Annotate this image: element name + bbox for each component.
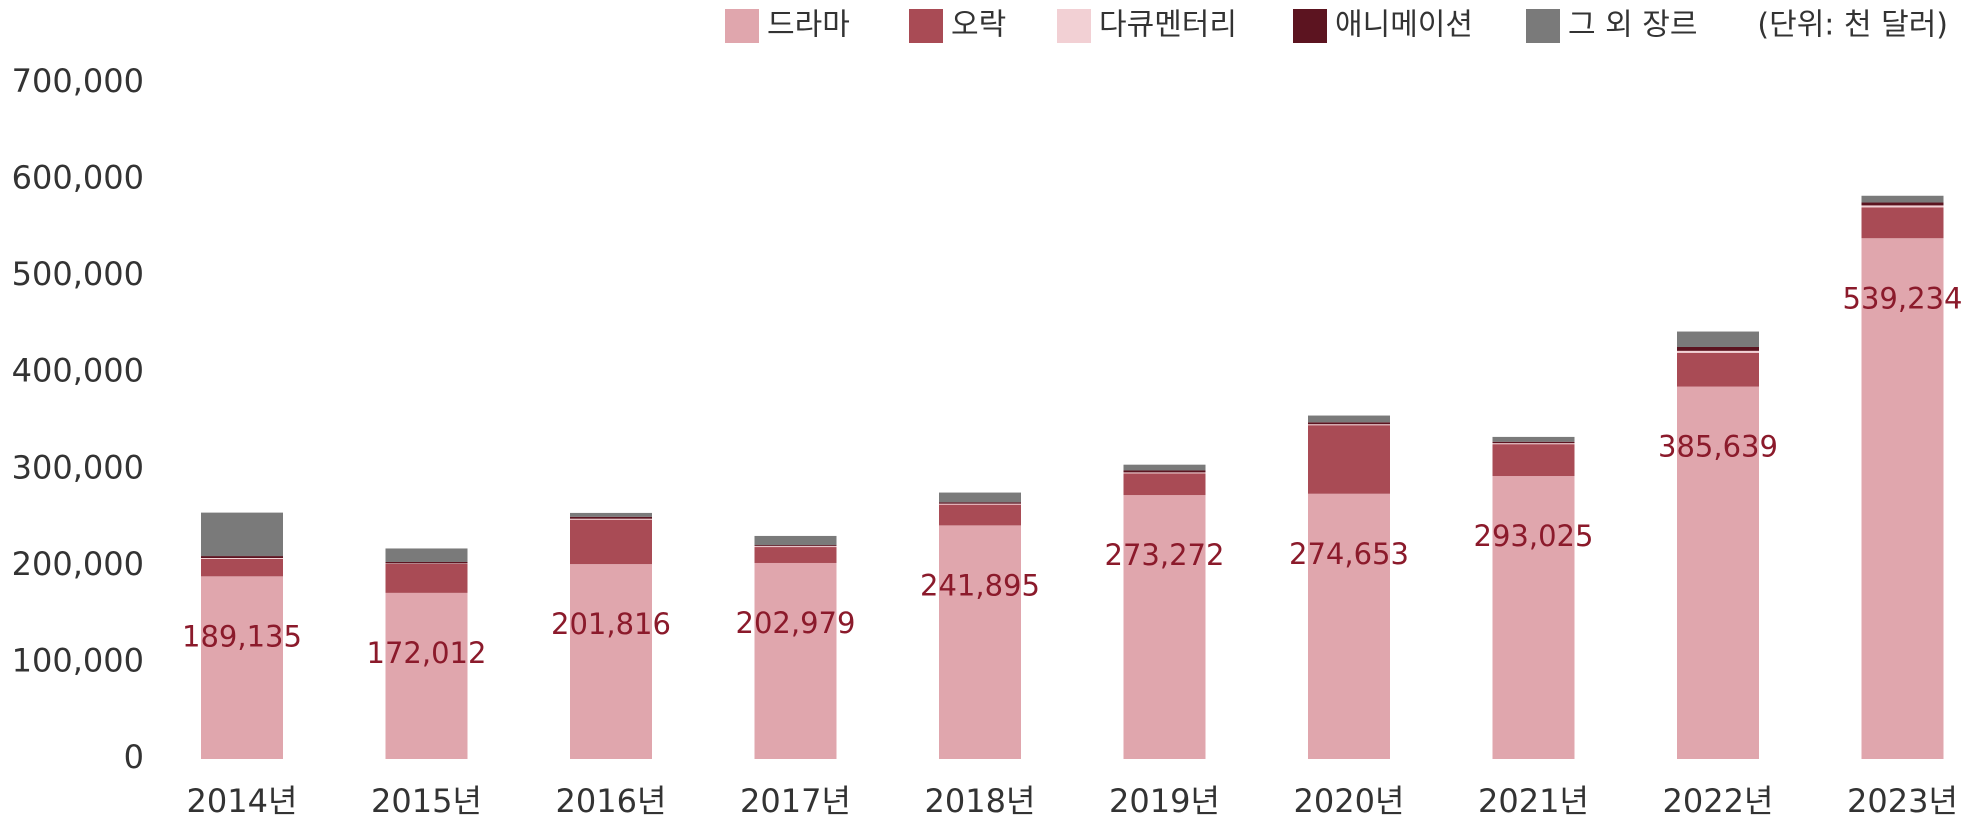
legend-label: 오락 xyxy=(951,8,1006,43)
bar-segment xyxy=(1492,436,1575,442)
x-tick-label: 2014년 xyxy=(187,782,298,820)
data-label: 385,639 xyxy=(1658,430,1778,464)
bar-segment xyxy=(1308,493,1390,759)
y-tick-label: 700,000 xyxy=(12,62,144,100)
bar-segment xyxy=(1308,422,1390,425)
bar-segment xyxy=(939,492,1021,503)
x-tick-label: 2021년 xyxy=(1478,782,1589,820)
bar-segment xyxy=(1861,202,1944,206)
bar-segment xyxy=(201,576,283,759)
bar-segment xyxy=(570,518,652,520)
bar-segment xyxy=(385,592,468,759)
bar-segment xyxy=(1308,424,1390,426)
bar-segment xyxy=(1677,350,1759,353)
bar-segment xyxy=(1308,415,1390,423)
bar-segment xyxy=(570,512,652,517)
bar-segment xyxy=(201,558,283,577)
bar-segment xyxy=(385,563,468,593)
legend-label: 다큐멘터리 xyxy=(1099,8,1237,43)
data-label: 189,135 xyxy=(182,619,302,653)
bar-segment xyxy=(1677,331,1759,347)
data-label: 293,025 xyxy=(1474,519,1594,553)
x-tick-label: 2016년 xyxy=(556,782,667,820)
bar-segment xyxy=(1861,238,1944,759)
bar-segment xyxy=(754,535,837,546)
bar-segment xyxy=(1861,205,1944,208)
bar-segment xyxy=(1861,195,1944,203)
bar-segment xyxy=(570,516,652,519)
bar-segment xyxy=(1123,473,1206,496)
x-tick-label: 2017년 xyxy=(740,782,851,820)
bar-segment xyxy=(201,556,283,559)
bar-segment xyxy=(1492,441,1575,444)
legend-label: 애니메이션 xyxy=(1335,8,1473,43)
bar-segment xyxy=(1123,464,1206,471)
y-tick-label: 400,000 xyxy=(12,352,144,390)
bar-segment xyxy=(201,512,283,557)
legend-swatch xyxy=(1526,9,1560,43)
bar-segment xyxy=(754,545,837,547)
bar-segment xyxy=(939,504,1021,526)
bar-segment xyxy=(201,558,283,559)
y-tick-label: 0 xyxy=(124,738,144,776)
bar-segment xyxy=(570,519,652,565)
x-tick-label: 2022년 xyxy=(1663,782,1774,820)
data-label: 202,979 xyxy=(736,606,856,640)
unit-note: (단위: 천 달러) xyxy=(1757,8,1948,43)
data-label: 274,653 xyxy=(1289,537,1409,571)
bar-segment xyxy=(1677,386,1759,759)
legend-label: 그 외 장르 xyxy=(1568,8,1697,43)
legend-label: 드라마 xyxy=(767,8,850,43)
y-tick-label: 300,000 xyxy=(12,448,144,486)
x-tick-label: 2020년 xyxy=(1294,782,1405,820)
legend-swatch xyxy=(909,9,943,43)
bar-segment xyxy=(754,562,837,759)
x-tick-label: 2018년 xyxy=(925,782,1036,820)
legend-swatch xyxy=(1057,9,1091,43)
bar-segment xyxy=(1677,346,1759,351)
bar-segment xyxy=(754,546,837,548)
x-tick-label: 2015년 xyxy=(371,782,482,820)
data-label: 172,012 xyxy=(367,636,487,670)
y-tick-label: 500,000 xyxy=(12,255,144,293)
x-tick-label: 2023년 xyxy=(1847,782,1958,820)
y-tick-label: 600,000 xyxy=(12,159,144,197)
data-label: 201,816 xyxy=(551,607,671,641)
x-tick-label: 2019년 xyxy=(1109,782,1220,820)
bar-segment xyxy=(385,548,468,562)
legend-swatch xyxy=(1293,9,1327,43)
bar-segment xyxy=(1123,470,1206,473)
bar-segment xyxy=(939,503,1021,505)
bar-segment xyxy=(1677,352,1759,387)
bar-segment xyxy=(939,525,1021,759)
bar-segment xyxy=(1123,472,1206,474)
data-label: 273,272 xyxy=(1105,538,1225,572)
bar-segment xyxy=(1492,443,1575,445)
bar-segment xyxy=(1492,444,1575,477)
bar-segment xyxy=(1123,495,1206,759)
bar-segment xyxy=(939,502,1021,504)
bar-segment xyxy=(1308,425,1390,494)
bar-segment xyxy=(1861,207,1944,239)
y-tick-label: 200,000 xyxy=(12,545,144,583)
legend-swatch xyxy=(725,9,759,43)
bar-segment xyxy=(385,561,468,564)
bar-segment xyxy=(754,547,837,563)
data-label: 241,895 xyxy=(920,568,1040,602)
bar-segment xyxy=(570,564,652,759)
bar-segment xyxy=(1492,476,1575,759)
y-tick-label: 100,000 xyxy=(12,641,144,679)
data-label: 539,234 xyxy=(1843,281,1963,315)
